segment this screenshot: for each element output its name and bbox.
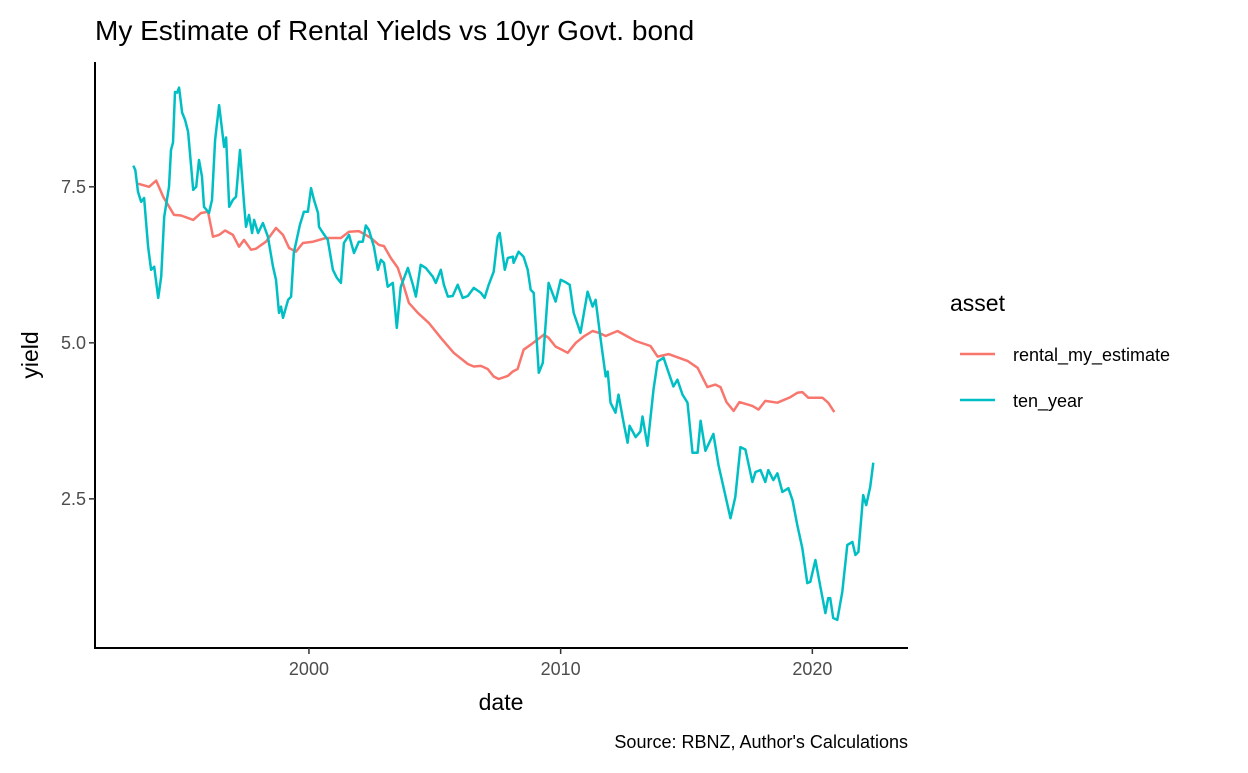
x-axis-label: date bbox=[479, 689, 524, 715]
series-line-rental_my_estimate bbox=[137, 179, 836, 413]
y-tick-label: 2.5 bbox=[61, 489, 86, 509]
legend-title: asset bbox=[950, 290, 1006, 316]
legend: asset rental_my_estimate ten_year bbox=[950, 290, 1170, 412]
tick-layer: 2000 2010 2020 2.5 5.0 7.5 bbox=[61, 177, 832, 679]
x-tick-label: 2010 bbox=[541, 659, 581, 679]
y-axis-label: yield bbox=[17, 331, 43, 378]
series-line-ten_year bbox=[132, 86, 875, 622]
y-tick-label: 7.5 bbox=[61, 177, 86, 197]
y-tick-label: 5.0 bbox=[61, 333, 86, 353]
x-tick-label: 2000 bbox=[289, 659, 329, 679]
legend-label-ten_year: ten_year bbox=[1013, 391, 1083, 412]
series-layer bbox=[132, 86, 875, 622]
chart-caption: Source: RBNZ, Author's Calculations bbox=[614, 732, 908, 752]
legend-label-rental_my_estimate: rental_my_estimate bbox=[1013, 345, 1170, 366]
chart-title: My Estimate of Rental Yields vs 10yr Gov… bbox=[95, 15, 694, 46]
x-tick-label: 2020 bbox=[792, 659, 832, 679]
